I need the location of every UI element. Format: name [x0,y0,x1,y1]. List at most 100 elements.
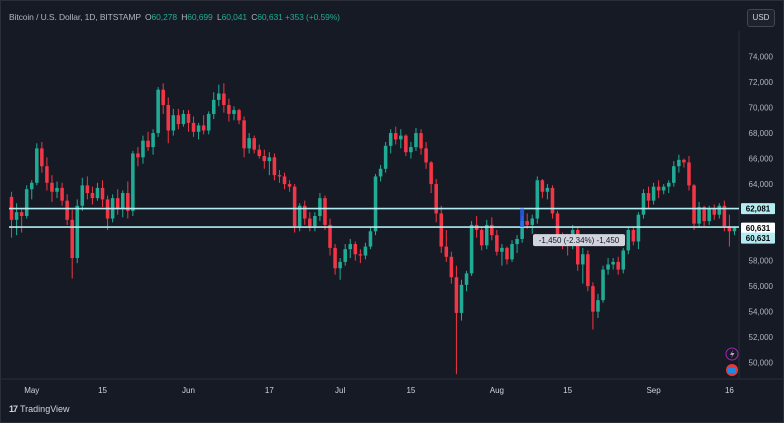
candle-body [601,269,605,301]
candle-body [459,284,464,313]
low-value: 60,041 [221,12,248,22]
candle-body [484,224,489,246]
candle-body [146,140,150,148]
candle-body [575,230,580,265]
price-tag-box [741,232,775,244]
candle-body [313,215,317,227]
candle-body [85,185,90,194]
candle-body [201,125,206,131]
flag-stripe-icon [728,368,736,373]
candle-body [90,193,95,199]
candle-body [687,162,691,186]
candle-body [727,226,732,232]
candle-body [50,182,54,192]
y-tick-label: 58,000 [749,257,774,266]
candle-body [262,156,267,162]
candle-body [292,186,297,227]
candle-body [161,89,165,105]
candle-body [500,247,504,252]
candle-body [14,212,19,220]
x-tick-label: 17 [265,386,274,395]
candle-body [277,175,282,177]
price-tag-box [741,203,775,215]
x-tick-label: 15 [406,386,415,395]
candle-body [35,148,39,183]
candle-body [136,153,140,158]
y-tick-label: 50,000 [749,359,774,368]
price-tag-label: 60,631 [746,234,771,243]
candle-body [424,148,428,163]
candle-body [19,212,24,216]
candle-body [626,230,631,251]
candle-body [378,168,383,177]
candle-body [469,224,474,274]
measure-label: -1,450 (-2.34%) -1,450 [539,236,620,245]
y-tick-label: 54,000 [749,308,774,317]
y-tick-label: 56,000 [749,282,774,291]
measure-range-bar[interactable] [520,208,525,228]
candle-body [65,200,69,220]
candle-body [242,120,246,149]
candle-body [404,135,408,153]
candle-body [550,187,555,214]
x-tick-label: Aug [490,386,504,395]
candle-body [444,246,449,257]
candle-body [611,261,615,265]
candle-body [181,113,186,125]
candle-body [222,93,226,105]
candle-body [166,104,171,131]
candle-body [318,198,322,216]
candle-body [666,182,671,187]
high-label: H [181,12,188,22]
currency-button[interactable]: USD [747,9,775,27]
candle-body [581,254,585,265]
tradingview-brand[interactable]: 17 TradingView [9,404,70,414]
close-value: 60,631 [257,12,283,22]
candle-body [636,214,641,242]
y-tick-label: 64,000 [749,180,774,189]
candle-body [252,138,256,150]
candle-body [151,133,155,148]
candle-body [176,115,181,125]
candle-body [368,231,373,247]
candle-body [282,176,287,185]
candle-body [555,213,560,237]
candle-body [171,115,176,131]
candle-body [490,224,494,236]
candle-body [358,254,363,256]
candle-body [227,104,231,114]
candle-body [717,205,722,215]
candle-body [297,205,302,227]
y-tick-label: 66,000 [749,155,774,164]
tradingview-logo-icon: 17 [9,404,18,414]
candle-body [232,110,236,114]
x-tick-label: Jun [182,386,195,395]
candle-body [338,261,342,269]
candle-body [409,147,413,153]
candle-body [196,125,201,132]
open-label: O [145,12,152,22]
candle-body [60,187,64,201]
candle-body [186,113,191,123]
lightning-icon[interactable] [725,347,739,361]
candle-body [414,133,418,148]
candle-body [429,162,433,185]
candle-body [80,185,85,206]
close-label: C [251,12,258,22]
candle-body [237,110,241,121]
candle-body [328,224,332,248]
candle-body [596,300,600,312]
candle-body [353,244,358,255]
candle-body [540,180,545,192]
candle-body [70,219,74,259]
y-tick-label: 52,000 [749,333,774,342]
candle-body [586,254,590,287]
candle-body [388,133,393,146]
candle-body [520,221,524,239]
candle-body [257,149,262,157]
candle-body [120,193,125,209]
candle-body [677,159,681,167]
candle-body [333,247,337,269]
